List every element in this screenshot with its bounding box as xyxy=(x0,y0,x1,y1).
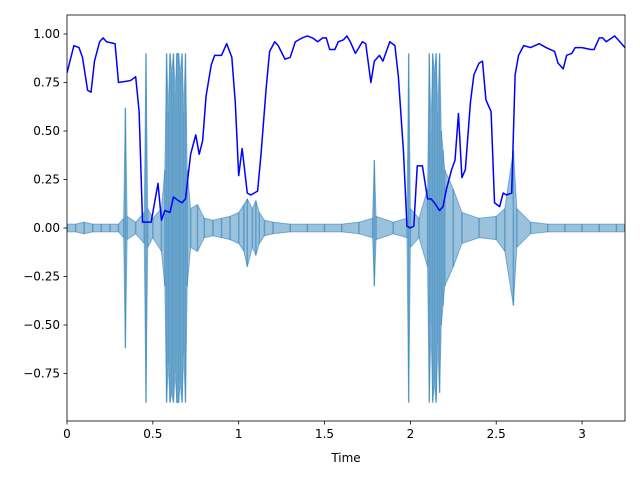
y-tick-label: 0.00 xyxy=(33,221,60,235)
x-tick-label: 3 xyxy=(578,427,586,441)
y-tick-label: 0.75 xyxy=(33,76,60,90)
waveform-area xyxy=(67,52,625,404)
y-tick-label: 0.50 xyxy=(33,124,60,138)
y-tick-label: −0.25 xyxy=(23,269,60,283)
x-tick-label: 2 xyxy=(407,427,415,441)
x-axis-label: Time xyxy=(330,451,360,465)
x-tick-label: 1.5 xyxy=(315,427,334,441)
y-tick-label: −0.50 xyxy=(23,318,60,332)
axes-frame xyxy=(66,14,626,422)
y-tick-label: −0.75 xyxy=(23,366,60,380)
x-tick-label: 1 xyxy=(235,427,243,441)
x-tick-label: 0.5 xyxy=(143,427,162,441)
x-tick-label: 2.5 xyxy=(487,427,506,441)
plot xyxy=(67,35,625,404)
y-tick-label: 1.00 xyxy=(33,27,60,41)
y-tick-label: 0.25 xyxy=(33,172,60,186)
x-tick-label: 0 xyxy=(63,427,71,441)
line xyxy=(67,35,625,229)
